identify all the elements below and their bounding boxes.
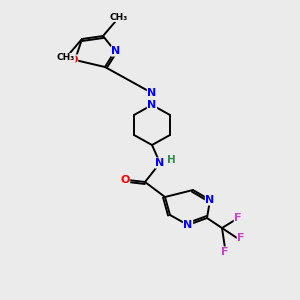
Text: N: N — [183, 220, 193, 230]
Text: N: N — [155, 158, 165, 168]
Text: F: F — [234, 213, 242, 223]
Text: N: N — [147, 100, 157, 110]
Text: CH₃: CH₃ — [57, 53, 75, 62]
Text: F: F — [237, 233, 245, 243]
Text: O: O — [68, 55, 78, 65]
Text: F: F — [221, 247, 229, 257]
Text: N: N — [147, 88, 157, 98]
Text: H: H — [167, 155, 176, 165]
Text: N: N — [111, 46, 121, 56]
Text: O: O — [120, 175, 130, 185]
Text: N: N — [206, 195, 214, 205]
Text: CH₃: CH₃ — [110, 13, 128, 22]
